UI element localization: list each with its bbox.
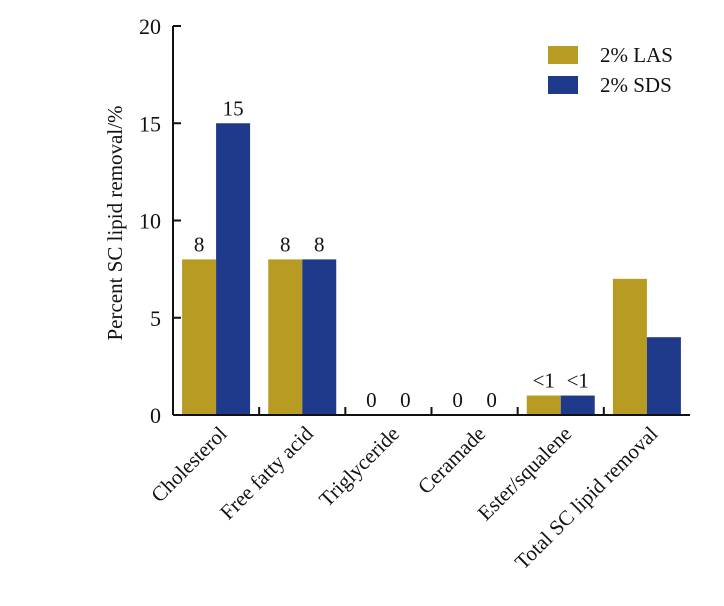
data-label-2-sds-ceramade: 0 (486, 388, 497, 412)
y-tick-label-5: 5 (150, 306, 161, 331)
bar-2-las-ester-squalene (526, 395, 561, 415)
legend-swatch-2-las (548, 46, 578, 64)
bar-2-las-cholesterol (182, 259, 217, 415)
data-label-2-las-ceramade: 0 (452, 388, 463, 412)
data-label-2-sds-free-fatty-acid: 8 (314, 232, 325, 256)
bar-2-sds-ester-squalene (560, 395, 595, 415)
bar-2-sds-total-sc-lipid-removal (646, 337, 681, 415)
bar-2-las-total-sc-lipid-removal (612, 278, 647, 415)
bar-2-sds-cholesterol (216, 123, 251, 415)
data-label-2-sds-ester-squalene: <1 (567, 369, 589, 393)
bar-2-sds-free-fatty-acid (302, 259, 337, 415)
legend: 2% LAS 2% SDS (548, 43, 673, 97)
data-label-2-las-triglyceride: 0 (366, 388, 377, 412)
bar-2-las-free-fatty-acid (268, 259, 303, 415)
data-label-2-las-free-fatty-acid: 8 (280, 232, 291, 256)
y-tick-label-15: 15 (139, 111, 161, 136)
data-label-2-las-ester-squalene: <1 (533, 369, 555, 393)
legend-label-2-las: 2% LAS (600, 43, 673, 67)
category-label-cholesterol: Cholesterol (146, 421, 232, 507)
category-label-triglyceride: Triglyceride (314, 422, 404, 512)
legend-label-2-sds: 2% SDS (600, 73, 672, 97)
data-label-2-las-cholesterol: 8 (194, 232, 205, 256)
category-label-free-fatty-acid: Free fatty acid (215, 421, 318, 524)
y-tick-label-10: 10 (139, 209, 161, 234)
y-axis-title: Percent SC lipid removal/% (103, 105, 127, 340)
data-label-2-sds-cholesterol: 15 (223, 96, 244, 120)
y-tick-label-0: 0 (150, 403, 161, 428)
data-label-2-sds-triglyceride: 0 (400, 388, 411, 412)
category-label-total-sc-lipid-removal: Total SC lipid removal (510, 421, 663, 574)
legend-swatch-2-sds (548, 76, 578, 94)
category-label-ceramade: Ceramade (413, 422, 490, 499)
y-tick-label-20: 20 (139, 14, 161, 39)
